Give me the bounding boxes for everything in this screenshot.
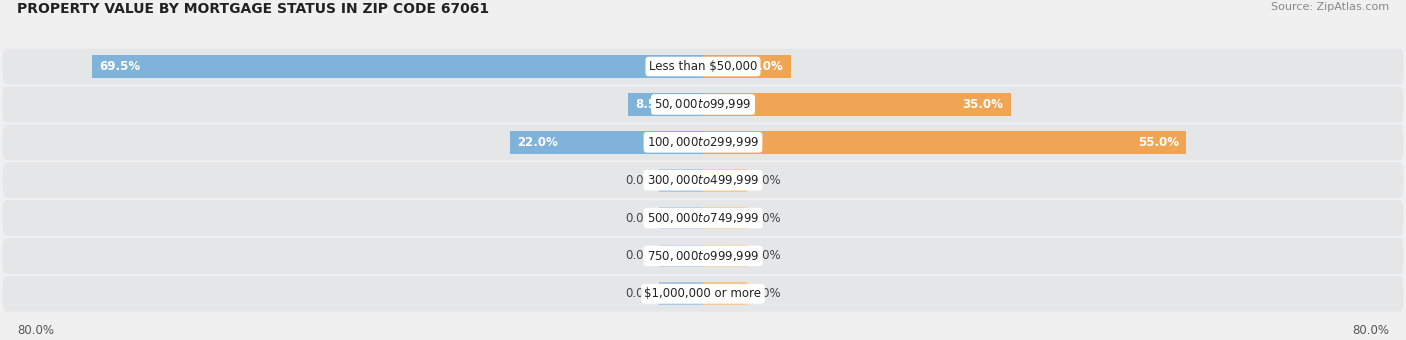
Text: $50,000 to $99,999: $50,000 to $99,999: [654, 98, 752, 112]
Text: 0.0%: 0.0%: [626, 250, 655, 262]
Text: 0.0%: 0.0%: [626, 287, 655, 300]
Bar: [510, 131, 703, 154]
Bar: [659, 244, 703, 267]
Text: 0.0%: 0.0%: [751, 174, 780, 187]
Text: 80.0%: 80.0%: [17, 324, 53, 337]
FancyBboxPatch shape: [3, 87, 1403, 122]
Bar: [703, 55, 790, 78]
Bar: [703, 283, 747, 305]
Bar: [93, 55, 703, 78]
Bar: [703, 169, 747, 191]
Text: 0.0%: 0.0%: [751, 287, 780, 300]
Text: 69.5%: 69.5%: [100, 60, 141, 73]
FancyBboxPatch shape: [3, 163, 1403, 198]
Bar: [659, 283, 703, 305]
Text: $500,000 to $749,999: $500,000 to $749,999: [647, 211, 759, 225]
Text: PROPERTY VALUE BY MORTGAGE STATUS IN ZIP CODE 67061: PROPERTY VALUE BY MORTGAGE STATUS IN ZIP…: [17, 2, 489, 16]
Bar: [703, 93, 1011, 116]
Bar: [703, 244, 747, 267]
Text: Source: ZipAtlas.com: Source: ZipAtlas.com: [1271, 2, 1389, 12]
Bar: [659, 207, 703, 230]
Bar: [659, 169, 703, 191]
Text: 55.0%: 55.0%: [1139, 136, 1180, 149]
FancyBboxPatch shape: [3, 200, 1403, 236]
Text: 0.0%: 0.0%: [626, 174, 655, 187]
Text: 80.0%: 80.0%: [1353, 324, 1389, 337]
FancyBboxPatch shape: [3, 238, 1403, 274]
Bar: [628, 93, 703, 116]
Text: $300,000 to $499,999: $300,000 to $499,999: [647, 173, 759, 187]
FancyBboxPatch shape: [3, 276, 1403, 312]
FancyBboxPatch shape: [3, 124, 1403, 160]
Text: Less than $50,000: Less than $50,000: [648, 60, 758, 73]
Bar: [703, 131, 1187, 154]
Text: 35.0%: 35.0%: [963, 98, 1004, 111]
Text: 10.0%: 10.0%: [744, 60, 785, 73]
Text: 0.0%: 0.0%: [751, 250, 780, 262]
Text: $100,000 to $299,999: $100,000 to $299,999: [647, 135, 759, 149]
Text: 8.5%: 8.5%: [636, 98, 668, 111]
Text: $1,000,000 or more: $1,000,000 or more: [644, 287, 762, 300]
Text: 0.0%: 0.0%: [626, 211, 655, 225]
Text: $750,000 to $999,999: $750,000 to $999,999: [647, 249, 759, 263]
Text: 0.0%: 0.0%: [751, 211, 780, 225]
Bar: [703, 207, 747, 230]
Text: 22.0%: 22.0%: [517, 136, 557, 149]
FancyBboxPatch shape: [3, 49, 1403, 84]
